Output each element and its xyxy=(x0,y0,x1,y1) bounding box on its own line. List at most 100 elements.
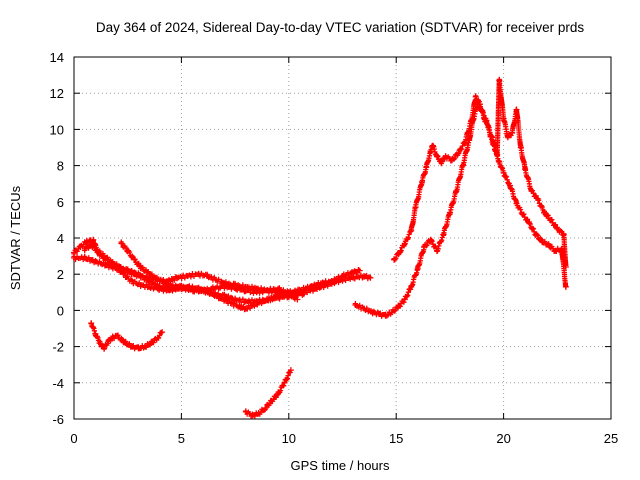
data-point xyxy=(494,151,501,158)
y-tick-label: 10 xyxy=(50,122,64,137)
y-tick-label: -2 xyxy=(52,340,64,355)
data-point xyxy=(275,390,282,397)
data-point xyxy=(376,311,382,317)
data-point xyxy=(401,296,408,303)
data-point xyxy=(88,320,95,327)
data-point xyxy=(122,340,129,346)
data-point xyxy=(242,298,249,305)
data-point xyxy=(184,273,191,279)
series-track-8 xyxy=(391,76,569,270)
data-point xyxy=(144,269,150,276)
data-point xyxy=(118,336,125,343)
y-tick-label: 14 xyxy=(50,50,64,65)
data-point xyxy=(367,274,374,281)
data-point xyxy=(547,216,554,223)
data-point xyxy=(141,343,148,350)
x-tick-label: 5 xyxy=(178,431,185,446)
data-point xyxy=(137,264,144,270)
data-point xyxy=(414,265,421,272)
data-point xyxy=(204,273,211,279)
data-point xyxy=(382,312,389,319)
data-point xyxy=(446,209,453,216)
axis-ticks: 0 5 10 15 20 25 -6 -4 -2 0 2 4 6 8 10 12 14 xyxy=(50,50,619,446)
data-point xyxy=(532,231,539,238)
data-series xyxy=(71,76,569,419)
data-point xyxy=(174,274,181,281)
data-point xyxy=(103,254,110,261)
data-point xyxy=(504,133,511,140)
data-point xyxy=(120,271,127,278)
data-point xyxy=(455,149,462,156)
data-point xyxy=(517,144,524,151)
data-point xyxy=(539,238,546,245)
data-point xyxy=(496,77,503,84)
data-point xyxy=(485,124,492,131)
data-point xyxy=(554,225,561,232)
x-tick-label: 15 xyxy=(389,431,403,446)
data-point xyxy=(199,287,206,294)
data-point xyxy=(124,247,131,254)
data-point xyxy=(249,412,256,419)
data-point xyxy=(453,187,460,194)
data-point xyxy=(391,256,398,263)
data-point xyxy=(294,296,301,303)
data-point xyxy=(217,283,224,290)
x-tick-label: 25 xyxy=(604,431,618,446)
data-point xyxy=(369,309,376,316)
data-point xyxy=(260,298,266,305)
data-point xyxy=(401,240,408,247)
data-point xyxy=(558,245,565,252)
data-point xyxy=(242,287,249,294)
data-point xyxy=(528,187,535,194)
data-point xyxy=(519,211,526,218)
data-point xyxy=(552,247,559,254)
data-point xyxy=(137,282,144,289)
data-point xyxy=(427,236,434,243)
data-point xyxy=(489,137,496,144)
chart-title: Day 364 of 2024, Sidereal Day-to-day VTE… xyxy=(96,20,584,35)
data-point xyxy=(356,267,363,274)
data-point xyxy=(83,238,90,245)
data-point xyxy=(135,345,142,352)
data-point xyxy=(434,153,440,160)
data-point xyxy=(268,397,275,404)
data-point xyxy=(562,283,569,290)
series-marker-trail xyxy=(88,321,164,352)
y-axis-label: SDTVAR / TECUs xyxy=(8,185,23,290)
data-point xyxy=(148,340,155,346)
data-point xyxy=(77,244,84,251)
data-point xyxy=(96,340,103,346)
data-point xyxy=(152,274,159,281)
data-point xyxy=(307,287,314,294)
data-point xyxy=(361,273,367,279)
data-point xyxy=(146,283,153,290)
data-point xyxy=(159,329,166,336)
data-point xyxy=(328,280,335,287)
data-point xyxy=(339,276,346,283)
data-point xyxy=(88,242,95,249)
grid xyxy=(74,57,611,419)
data-point xyxy=(71,254,77,261)
data-point xyxy=(350,274,357,281)
data-point xyxy=(395,303,402,310)
data-point xyxy=(352,302,359,308)
data-point xyxy=(129,278,135,285)
data-point xyxy=(236,303,243,310)
data-point xyxy=(253,289,260,296)
data-point xyxy=(163,287,170,294)
data-point xyxy=(195,271,202,278)
data-point xyxy=(300,291,307,298)
data-point xyxy=(234,285,241,292)
series-track-4 xyxy=(118,239,301,303)
data-point xyxy=(92,330,99,337)
data-point xyxy=(90,236,97,243)
data-point xyxy=(251,302,258,308)
data-point xyxy=(560,231,567,238)
data-point xyxy=(412,204,419,211)
series-track-7 xyxy=(352,101,569,319)
data-point xyxy=(255,410,262,417)
data-point xyxy=(513,106,520,113)
data-point xyxy=(275,285,282,292)
data-point xyxy=(154,285,161,292)
